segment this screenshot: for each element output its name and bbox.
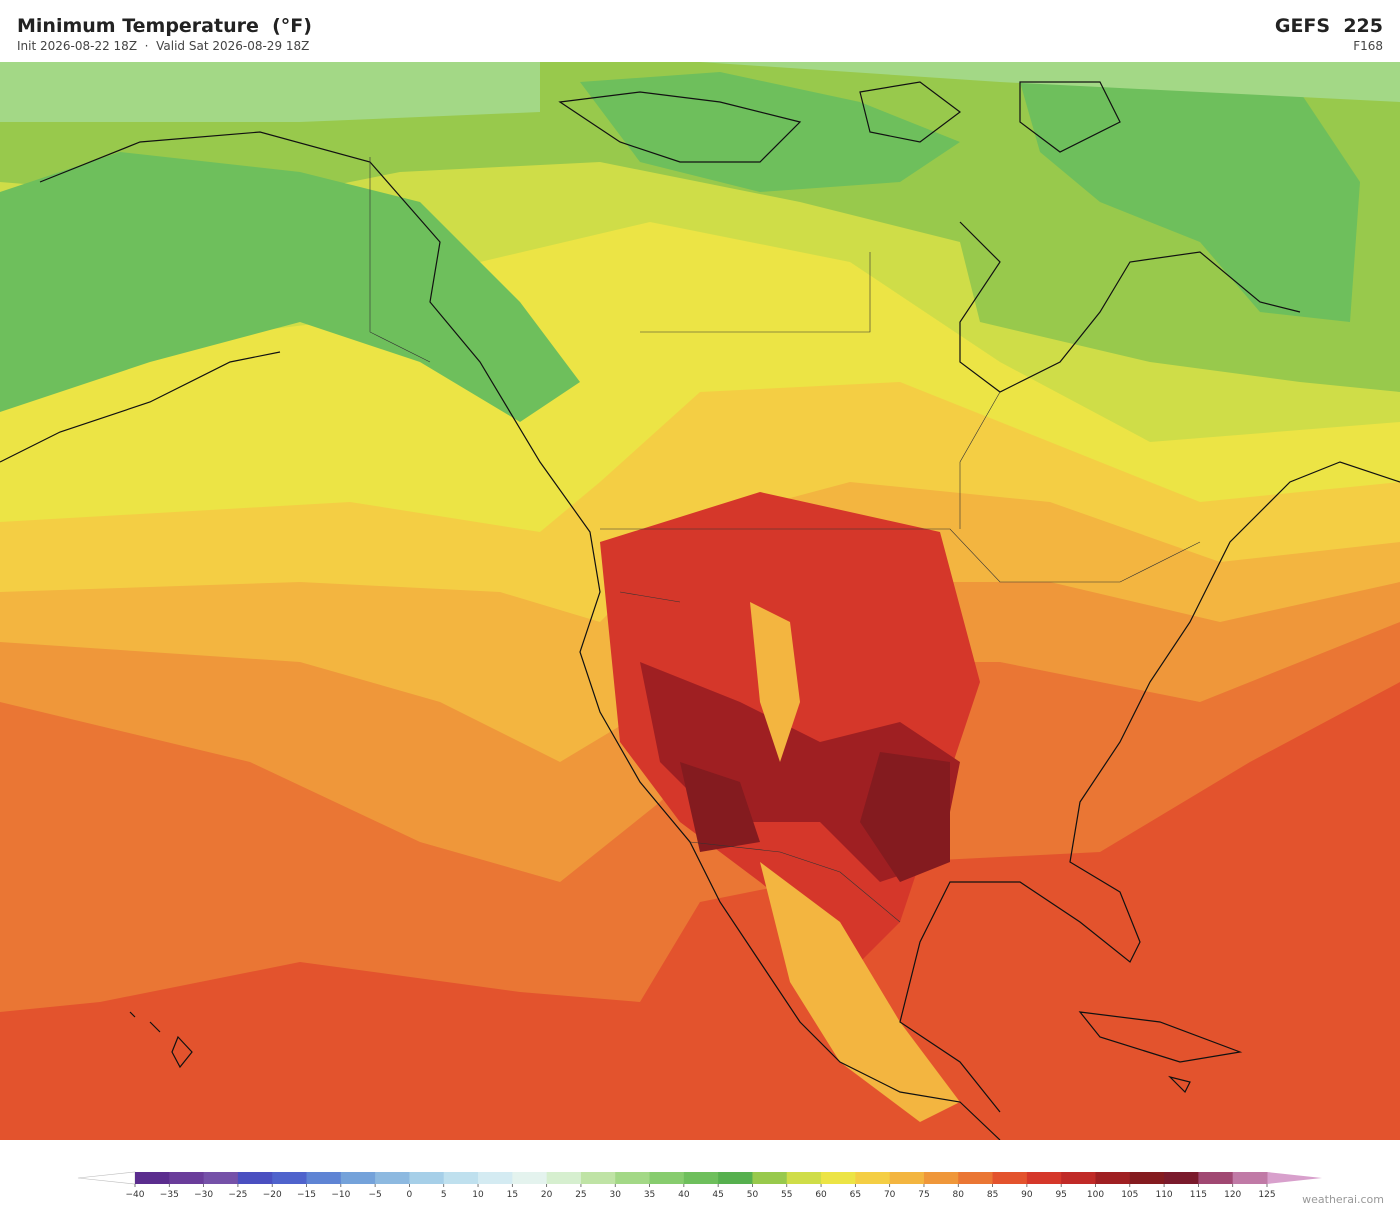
colorbar-box <box>478 1172 513 1184</box>
colorbar-box <box>752 1172 788 1184</box>
colorbar-box <box>958 1172 994 1184</box>
colorbar-box <box>580 1172 616 1184</box>
tick-label: 20 <box>541 1190 553 1200</box>
tick-label: 110 <box>1155 1190 1172 1200</box>
colorbar-box <box>992 1172 1028 1184</box>
colorbar-box <box>135 1172 170 1184</box>
colorbar-box <box>649 1172 685 1184</box>
tick-label: 125 <box>1258 1190 1275 1200</box>
forecast-hour: F168 <box>1353 39 1383 53</box>
tick-label: −25 <box>228 1190 247 1200</box>
colorbar-box <box>375 1172 410 1184</box>
tick-label: 30 <box>610 1190 622 1200</box>
tick-label: 60 <box>815 1190 827 1200</box>
tick-label: −40 <box>126 1190 145 1200</box>
map-field <box>760 862 960 1122</box>
colorbar-box <box>718 1172 753 1184</box>
colorbar-box <box>786 1172 822 1184</box>
map <box>0 62 1400 1140</box>
tick-label: 10 <box>472 1190 484 1200</box>
coastline <box>0 81 1400 1140</box>
colorbar-box <box>203 1172 239 1184</box>
tick-label: 50 <box>747 1190 759 1200</box>
colorbar-box <box>855 1172 891 1184</box>
tick-label: −30 <box>194 1190 213 1200</box>
colorbar-box <box>1164 1172 1199 1184</box>
tick-label: 45 <box>712 1190 723 1200</box>
colorbar-box <box>889 1172 925 1184</box>
colorbar-box <box>409 1172 445 1184</box>
colorbar-box <box>1232 1172 1268 1184</box>
tick-label: 105 <box>1121 1190 1138 1200</box>
colorbar-box <box>1198 1172 1234 1184</box>
colorbar-under <box>77 1171 136 1185</box>
colorbar: −40 −35 −30 −25 −20 −15 −10 −5 0 5 10 15 20 25 30 35 40 4… <box>77 1171 1322 1200</box>
tick-label: −15 <box>297 1190 316 1200</box>
tick-label: 120 <box>1224 1190 1241 1200</box>
colorbar-box <box>512 1172 548 1184</box>
tick-label: 0 <box>407 1190 413 1200</box>
colorbar-box <box>1061 1172 1096 1184</box>
title: Minimum Temperature (°F) <box>17 15 312 37</box>
colorbar-box <box>272 1172 308 1184</box>
tick-label: 70 <box>884 1190 896 1200</box>
map-field <box>1020 82 1360 322</box>
map-field <box>750 602 800 762</box>
tick-label: 115 <box>1190 1190 1207 1200</box>
border <box>369 157 1201 923</box>
tick-label: 5 <box>441 1190 447 1200</box>
tick-label: 75 <box>918 1190 929 1200</box>
colorbar-box <box>615 1172 651 1184</box>
tick-label: 40 <box>678 1190 690 1200</box>
map-field <box>680 752 950 882</box>
colorbar-box <box>237 1172 273 1184</box>
colorbar-box <box>923 1172 959 1184</box>
subtitle: Init 2026-08-22 18Z · Valid Sat 2026-08-… <box>17 39 310 53</box>
model-label: GEFS 225 <box>1274 15 1383 37</box>
colorbar-box <box>546 1172 582 1184</box>
colorbar-box <box>821 1172 856 1184</box>
tick-label: 100 <box>1087 1190 1104 1200</box>
colorbar-box <box>306 1172 342 1184</box>
tick-label: −20 <box>263 1190 282 1200</box>
colorbar-over <box>1267 1172 1322 1184</box>
tick-label: −5 <box>368 1190 381 1200</box>
colorbar-box <box>683 1172 719 1184</box>
colorbar-box <box>1129 1172 1165 1184</box>
tick-label: 65 <box>850 1190 861 1200</box>
colorbar-box <box>1095 1172 1131 1184</box>
tick-label: 85 <box>987 1190 998 1200</box>
colorbar-box <box>340 1172 376 1184</box>
tick-label: −10 <box>331 1190 350 1200</box>
tick-label: 35 <box>644 1190 655 1200</box>
map-field <box>0 152 580 422</box>
tick-label: −35 <box>160 1190 179 1200</box>
map-field <box>580 72 960 192</box>
tick-label: 80 <box>953 1190 965 1200</box>
tick-label: 90 <box>1021 1190 1033 1200</box>
tick-label: 95 <box>1055 1190 1066 1200</box>
colorbar-box <box>169 1172 205 1184</box>
tick-label: 25 <box>575 1190 586 1200</box>
colorbar-box <box>443 1172 479 1184</box>
watermark: weatherai.com <box>1302 1193 1384 1206</box>
map-field <box>0 62 1400 122</box>
tick-label: 15 <box>507 1190 518 1200</box>
colorbar-box <box>1026 1172 1062 1184</box>
tick-label: 55 <box>781 1190 792 1200</box>
